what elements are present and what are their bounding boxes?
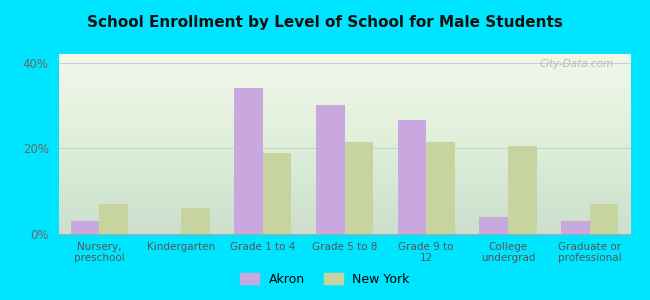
Bar <box>590 204 618 234</box>
Bar <box>234 88 263 234</box>
Bar <box>263 153 291 234</box>
Bar <box>426 142 455 234</box>
Bar <box>479 217 508 234</box>
Bar <box>181 208 210 234</box>
Bar <box>71 221 99 234</box>
Legend: Akron, New York: Akron, New York <box>235 268 415 291</box>
Bar <box>508 146 536 234</box>
Bar <box>561 221 590 234</box>
Bar <box>316 105 344 234</box>
Bar <box>398 120 426 234</box>
Bar <box>99 204 128 234</box>
Bar <box>344 142 373 234</box>
Text: School Enrollment by Level of School for Male Students: School Enrollment by Level of School for… <box>87 15 563 30</box>
Text: City-Data.com: City-Data.com <box>540 59 614 69</box>
